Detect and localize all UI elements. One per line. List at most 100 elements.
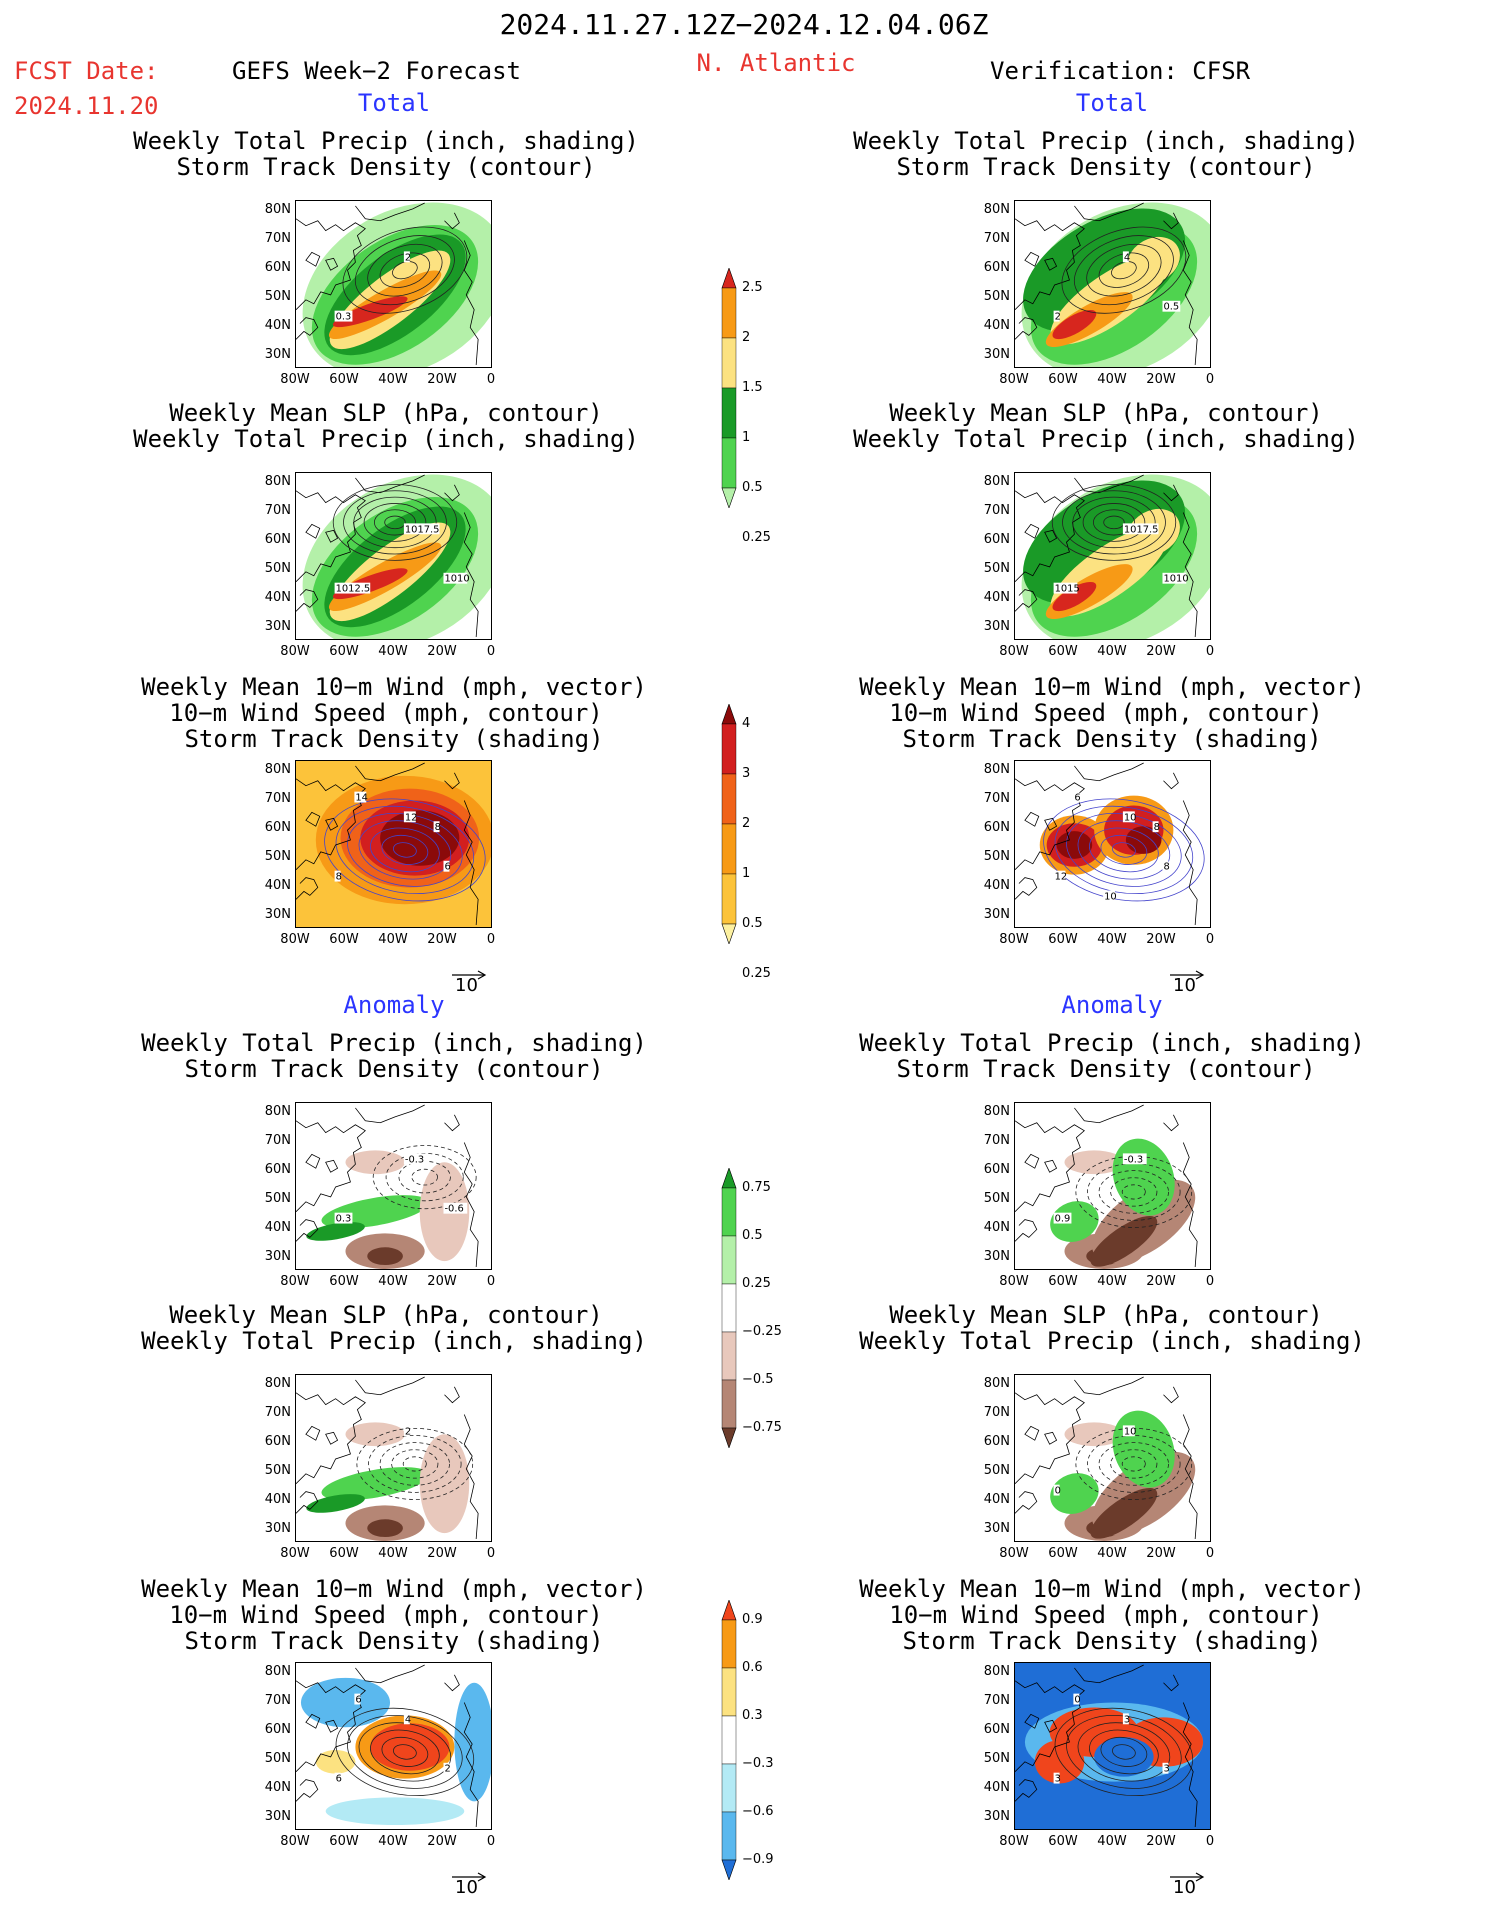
colorbar-swatch [721, 1667, 737, 1717]
colorbar-swatch [721, 437, 737, 489]
R6-title-2: 10−m Wind Speed (mph, contour) [889, 1601, 1323, 1629]
vector-arrow-icon [1170, 1872, 1205, 1882]
lon-tick-label: 40W [378, 1546, 408, 1561]
L3-contour-label: 14 [355, 793, 368, 804]
lon-tick-label: 0 [486, 1274, 496, 1289]
lon-tick-label: 40W [378, 1834, 408, 1849]
lon-tick-label: 0 [486, 1546, 496, 1561]
precip-anomaly-colorbar-label: −0.75 [742, 1420, 782, 1435]
lon-tick-label: 80W [999, 644, 1029, 659]
lat-tick-label: 70N [264, 1133, 291, 1148]
precip-total-colorbar [720, 267, 738, 512]
R4-title-2: Storm Track Density (contour) [896, 1055, 1316, 1083]
lat-tick-label: 40N [264, 318, 291, 333]
L1-contour-label: 2 [405, 252, 411, 263]
L4-title-2: Storm Track Density (contour) [184, 1055, 604, 1083]
R3-title-1: Weekly Mean 10−m Wind (mph, vector) [859, 673, 1365, 701]
lon-tick-label: 60W [1048, 932, 1078, 947]
forecast-period: 2024.11.27.12Z−2024.12.04.06Z [499, 8, 989, 41]
colorbar-swatch [721, 387, 737, 439]
colorbar-swatch [721, 773, 737, 825]
precip-anomaly-colorbar [720, 1167, 738, 1452]
R1-contour-label: 2 [1055, 312, 1061, 323]
lat-tick-label: 40N [983, 1492, 1010, 1507]
precip-total-colorbar-label: 0.25 [742, 530, 771, 545]
colorbar-swatch [721, 873, 737, 925]
lat-tick-label: 50N [983, 849, 1010, 864]
L2-map-panel: 1017.5 1012.5 1010 [295, 472, 492, 640]
R6-contour-label: 0 [1074, 1695, 1080, 1706]
storm-total-colorbar-label: 2 [742, 816, 751, 831]
lat-tick-label: 30N [264, 1249, 291, 1264]
storm-anomaly-colorbar-label: 0.6 [742, 1660, 763, 1675]
colorbar-swatch [721, 1619, 737, 1669]
lon-tick-label: 60W [329, 644, 359, 659]
lat-tick-label: 70N [983, 1405, 1010, 1420]
R6-vector-ref-value: 10 [1173, 1877, 1196, 1898]
lat-tick-label: 70N [264, 1405, 291, 1420]
R2-contour-label: 1010 [1163, 574, 1188, 585]
lat-tick-label: 70N [983, 1133, 1010, 1148]
precip-total-colorbar-label: 1.5 [742, 380, 763, 395]
lon-tick-label: 40W [1097, 372, 1127, 387]
colorbar-swatch [721, 1715, 737, 1765]
colorbar-swatch [721, 1187, 737, 1237]
lat-tick-label: 80N [983, 1104, 1010, 1119]
colorbar-swatch [721, 823, 737, 875]
lon-tick-label: 20W [427, 1834, 457, 1849]
lat-tick-label: 30N [983, 1521, 1010, 1536]
colorbar-swatch [721, 337, 737, 389]
R4-contour-label: -0.3 [1124, 1154, 1143, 1165]
lat-tick-label: 40N [983, 1220, 1010, 1235]
fcst-date-value: 2024.11.20 [14, 92, 159, 120]
lon-tick-label: 40W [1097, 1274, 1127, 1289]
lon-tick-label: 80W [280, 1834, 310, 1849]
L6-contour-label: 4 [405, 1714, 411, 1725]
lat-tick-label: 60N [983, 1162, 1010, 1177]
L3-contour-label: 8 [336, 872, 342, 883]
lat-tick-label: 80N [264, 202, 291, 217]
lat-tick-label: 80N [264, 1664, 291, 1679]
precip-total-colorbar-label: 2 [742, 330, 751, 345]
lat-tick-label: 40N [264, 1492, 291, 1507]
lat-tick-label: 30N [983, 619, 1010, 634]
R6-title-3: Storm Track Density (shading) [902, 1627, 1322, 1655]
R5-contour-label: 0 [1055, 1486, 1061, 1497]
lat-tick-label: 50N [983, 1751, 1010, 1766]
R5-title-1: Weekly Mean SLP (hPa, contour) [889, 1301, 1323, 1329]
lat-tick-label: 60N [264, 820, 291, 835]
lon-tick-label: 80W [280, 1546, 310, 1561]
lat-tick-label: 80N [983, 202, 1010, 217]
colorbar-swatch [721, 1763, 737, 1813]
lat-tick-label: 40N [983, 878, 1010, 893]
R1-title-2: Storm Track Density (contour) [896, 153, 1316, 181]
R2-map-panel: 1017.5 1015 1010 [1014, 472, 1211, 640]
lat-tick-label: 70N [264, 231, 291, 246]
lon-tick-label: 60W [1048, 1546, 1078, 1561]
colorbar-swatch [721, 703, 737, 725]
lat-tick-label: 50N [983, 1463, 1010, 1478]
lat-tick-label: 80N [264, 1376, 291, 1391]
lat-tick-label: 80N [264, 1104, 291, 1119]
lat-tick-label: 80N [983, 762, 1010, 777]
lat-tick-label: 50N [264, 561, 291, 576]
colorbar-swatch [721, 1811, 737, 1861]
lat-tick-label: 30N [264, 619, 291, 634]
lat-tick-label: 30N [264, 907, 291, 922]
colorbar-swatch [721, 267, 737, 289]
L4-contour-label: -0.3 [405, 1154, 424, 1165]
lat-tick-label: 60N [983, 1722, 1010, 1737]
R3-title-3: Storm Track Density (shading) [902, 725, 1322, 753]
lon-tick-label: 60W [1048, 1274, 1078, 1289]
precip-anomaly-colorbar-label: −0.25 [742, 1324, 782, 1339]
R4-map-panel: -0.3 0.9 [1014, 1102, 1211, 1270]
lon-tick-label: 0 [486, 932, 496, 947]
R3-map-panel: 10 12 8 6 8 10 [1014, 760, 1211, 928]
lat-tick-label: 30N [983, 347, 1010, 362]
storm-anomaly-colorbar-label: 0.3 [742, 1708, 763, 1723]
lon-tick-label: 0 [1205, 372, 1215, 387]
lat-tick-label: 60N [264, 260, 291, 275]
R1-contour-label: 0.5 [1163, 302, 1179, 313]
lat-tick-label: 30N [264, 1521, 291, 1536]
R3-vector-ref-value: 10 [1173, 975, 1196, 996]
